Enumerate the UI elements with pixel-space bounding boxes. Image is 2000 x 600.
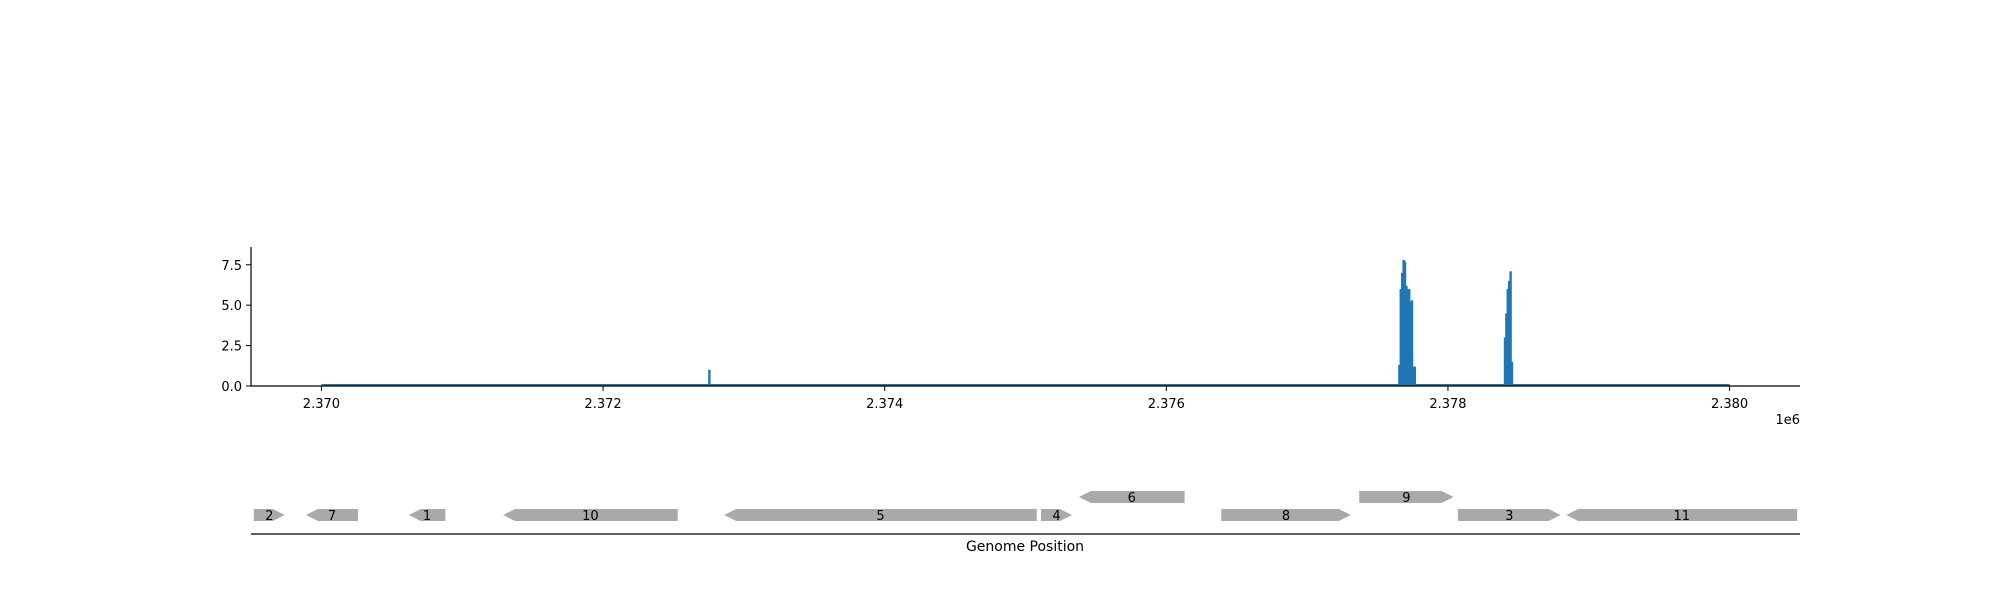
gene-arrow	[1359, 491, 1454, 503]
gene-label: 1	[423, 509, 431, 524]
x-axis-ticks: 2.370 2.372 2.374 2.376 2.378 2.380	[303, 386, 1748, 412]
coverage-bar	[1408, 289, 1411, 386]
coverage-bar	[1508, 280, 1511, 386]
coverage-bar	[1403, 261, 1407, 386]
gene-map: 2 7 1 10 5 4 6 8 9 3 11 Genome Position	[251, 491, 1800, 555]
gene-arrow	[1079, 491, 1185, 503]
gene-label: 10	[582, 509, 599, 524]
y-tick-label: 0.0	[221, 380, 242, 395]
gene-arrow	[408, 509, 446, 521]
y-tick-label: 5.0	[221, 299, 242, 314]
gene-arrow	[1566, 509, 1798, 521]
coverage-bar	[1412, 366, 1415, 386]
x-tick-label: 2.376	[1148, 397, 1185, 412]
y-tick-label: 7.5	[221, 259, 242, 274]
gene-label: 6	[1128, 491, 1136, 506]
gene-arrows: 2 7 1 10 5 4 6 8 9 3 11	[253, 491, 1798, 524]
x-tick-label: 2.378	[1429, 397, 1466, 412]
coverage-bar	[1406, 289, 1410, 386]
gene-arrow	[305, 509, 359, 521]
coverage-bar	[1410, 300, 1414, 386]
coverage-bar	[1405, 285, 1408, 386]
coverage-bar	[1399, 289, 1402, 386]
coverage-bar	[1400, 272, 1404, 386]
coverage-bar	[1505, 313, 1508, 386]
gene-arrow	[1221, 509, 1351, 521]
gene-map-xlabel: Genome Position	[966, 539, 1084, 555]
x-tick-label: 2.370	[303, 397, 340, 412]
gene-label: 11	[1673, 509, 1690, 524]
gene-arrow	[1040, 509, 1072, 521]
coverage-bar	[1398, 364, 1401, 386]
x-tick-label: 2.380	[1711, 397, 1748, 412]
x-offset-label: 1e6	[1775, 413, 1800, 428]
gene-label: 5	[876, 509, 884, 524]
gene-label: 9	[1402, 491, 1410, 506]
coverage-bar	[708, 369, 711, 386]
coverage-bar	[1510, 361, 1514, 386]
coverage-bar	[1402, 259, 1405, 386]
gene-arrow	[1457, 509, 1561, 521]
coverage-bar	[1509, 271, 1512, 386]
coverage-bar	[1413, 366, 1417, 386]
coverage-bar	[1409, 301, 1412, 386]
y-tick-label: 2.5	[221, 340, 242, 355]
gene-label: 7	[328, 509, 336, 524]
gene-arrow	[253, 509, 285, 521]
coverage-bar	[1506, 289, 1510, 386]
coverage-bars	[708, 259, 1514, 386]
y-axis-ticks: 0.0 2.5 5.0 7.5	[221, 259, 251, 395]
x-tick-label: 2.372	[584, 397, 621, 412]
coverage-bar	[1503, 337, 1507, 386]
gene-label: 8	[1282, 509, 1290, 524]
coverage-plot: 2.370 2.372 2.374 2.376 2.378 2.380 0.0 2.5 5.0…	[221, 247, 1800, 428]
gene-label: 3	[1505, 509, 1513, 524]
gene-arrow	[503, 509, 678, 521]
gene-label: 2	[265, 509, 273, 524]
gene-label: 4	[1052, 509, 1060, 524]
gene-arrow	[724, 509, 1037, 521]
x-tick-label: 2.374	[866, 397, 903, 412]
